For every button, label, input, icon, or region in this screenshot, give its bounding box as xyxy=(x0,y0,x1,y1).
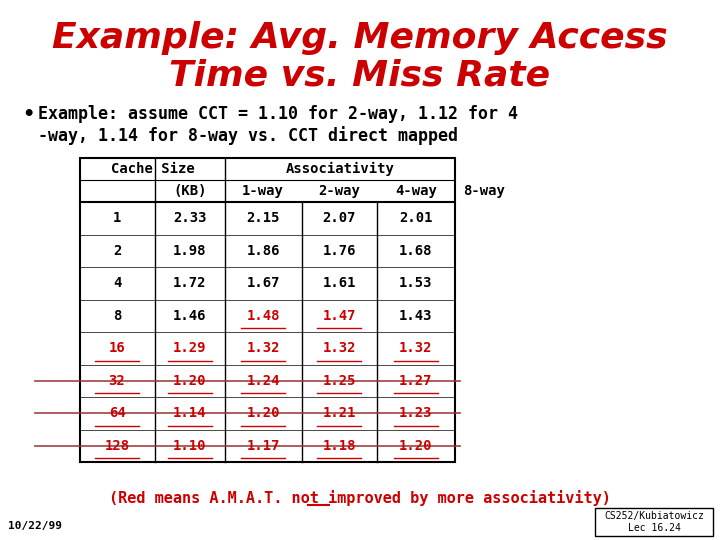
Text: 1.32: 1.32 xyxy=(246,341,280,355)
Text: 4-way: 4-way xyxy=(395,184,437,198)
Text: 1.53: 1.53 xyxy=(400,276,433,291)
Text: 1.76: 1.76 xyxy=(323,244,356,258)
Text: 128: 128 xyxy=(104,438,130,453)
Text: 1.43: 1.43 xyxy=(400,309,433,323)
Text: 1-way: 1-way xyxy=(242,184,284,198)
Text: 4: 4 xyxy=(113,276,121,291)
Text: 1.86: 1.86 xyxy=(246,244,280,258)
Text: 1: 1 xyxy=(113,211,121,225)
Text: 1.29: 1.29 xyxy=(174,341,207,355)
Text: 1.20: 1.20 xyxy=(174,374,207,388)
Text: 1.18: 1.18 xyxy=(323,438,356,453)
Text: 1.24: 1.24 xyxy=(246,374,280,388)
Text: -way, 1.14 for 8-way vs. CCT direct mapped: -way, 1.14 for 8-way vs. CCT direct mapp… xyxy=(38,126,458,145)
Text: 1.47: 1.47 xyxy=(323,309,356,323)
Text: CS252/Kubiatowicz
Lec 16.24: CS252/Kubiatowicz Lec 16.24 xyxy=(604,511,704,533)
Text: 1.67: 1.67 xyxy=(246,276,280,291)
Text: •: • xyxy=(22,105,35,124)
Text: 10/22/99: 10/22/99 xyxy=(8,521,62,531)
Text: Example: Avg. Memory Access: Example: Avg. Memory Access xyxy=(52,21,668,55)
Text: 2.01: 2.01 xyxy=(400,211,433,225)
Text: Cache Size: Cache Size xyxy=(111,162,194,176)
Text: 2.33: 2.33 xyxy=(174,211,207,225)
Text: 1.10: 1.10 xyxy=(174,438,207,453)
Bar xyxy=(80,158,455,462)
Text: 16: 16 xyxy=(109,341,125,355)
Text: 1.98: 1.98 xyxy=(174,244,207,258)
Text: 8: 8 xyxy=(113,309,121,323)
Text: 1.48: 1.48 xyxy=(246,309,280,323)
Text: 1.72: 1.72 xyxy=(174,276,207,291)
Text: 1.21: 1.21 xyxy=(323,406,356,420)
Text: 8-way: 8-way xyxy=(463,184,505,198)
Text: 64: 64 xyxy=(109,406,125,420)
Text: 1.61: 1.61 xyxy=(323,276,356,291)
Text: 1.23: 1.23 xyxy=(400,406,433,420)
Text: 2.15: 2.15 xyxy=(246,211,280,225)
Text: Example: assume CCT = 1.10 for 2-way, 1.12 for 4: Example: assume CCT = 1.10 for 2-way, 1.… xyxy=(38,105,518,123)
Text: 1.17: 1.17 xyxy=(246,438,280,453)
Text: (Red means A.M.A.T. not improved by more associativity): (Red means A.M.A.T. not improved by more… xyxy=(109,490,611,506)
Text: Associativity: Associativity xyxy=(286,162,395,176)
Text: 1.32: 1.32 xyxy=(400,341,433,355)
Text: 1.14: 1.14 xyxy=(174,406,207,420)
Text: (KB): (KB) xyxy=(174,184,207,198)
Text: 2-way: 2-way xyxy=(318,184,360,198)
Text: 32: 32 xyxy=(109,374,125,388)
Text: 1.27: 1.27 xyxy=(400,374,433,388)
Text: 1.68: 1.68 xyxy=(400,244,433,258)
Text: 1.46: 1.46 xyxy=(174,309,207,323)
Text: 1.20: 1.20 xyxy=(400,438,433,453)
Text: 2.07: 2.07 xyxy=(323,211,356,225)
Bar xyxy=(595,508,713,536)
Text: 2: 2 xyxy=(113,244,121,258)
Text: Time vs. Miss Rate: Time vs. Miss Rate xyxy=(169,58,551,92)
Text: 1.32: 1.32 xyxy=(323,341,356,355)
Text: 1.20: 1.20 xyxy=(246,406,280,420)
Text: 1.25: 1.25 xyxy=(323,374,356,388)
